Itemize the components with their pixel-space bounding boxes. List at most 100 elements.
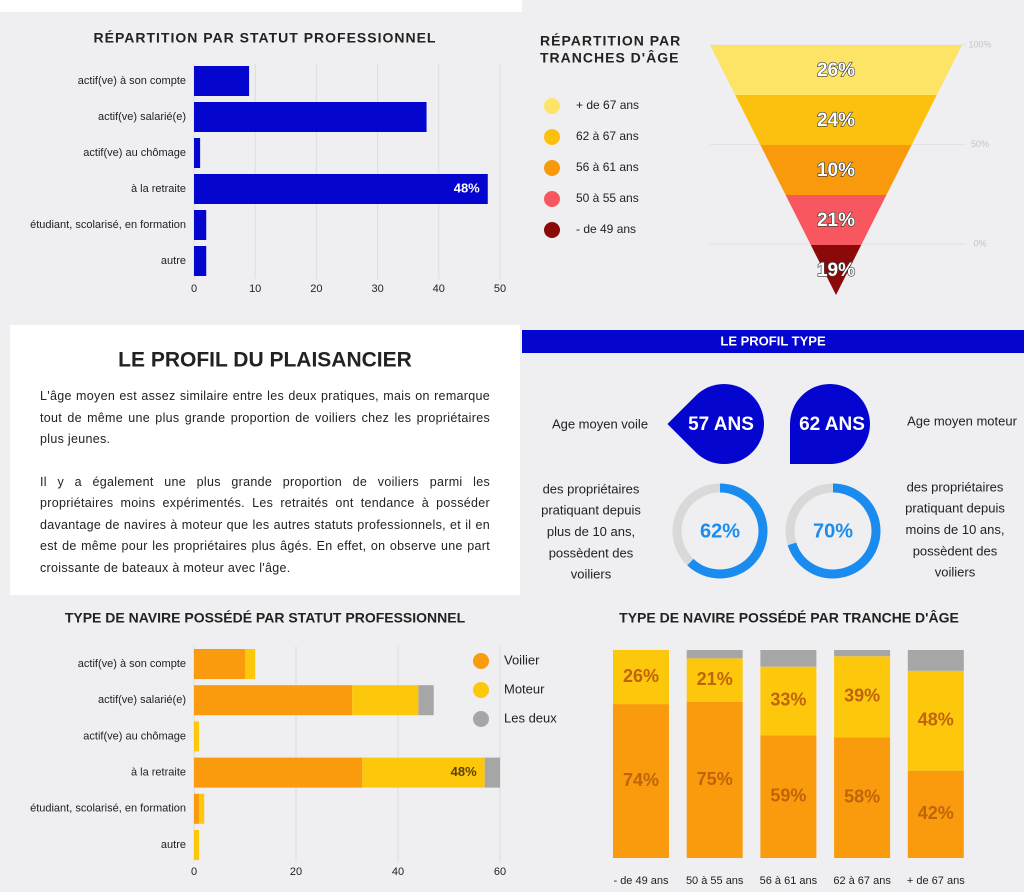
x-tick-label: 10 <box>249 283 261 295</box>
annotation: 48% <box>451 764 477 779</box>
bar-segment <box>907 670 964 771</box>
legend-marker <box>473 711 489 727</box>
legend-label: - de 49 ans <box>576 222 636 236</box>
bar-segment <box>907 650 964 671</box>
donut-arc <box>785 483 881 579</box>
data-label: 39% <box>844 686 880 706</box>
funnel-segment <box>735 95 937 145</box>
y-tick-label: 100% <box>968 39 991 49</box>
data-label: 74% <box>623 770 659 790</box>
x-tick-label: 20 <box>310 283 322 295</box>
donut-caption: pratiquant depuis <box>541 503 641 518</box>
donut-caption: des propriétaires <box>543 481 640 496</box>
y-tick-label: 50% <box>971 139 989 149</box>
profile-type-header-band <box>522 330 1024 353</box>
y-tick-label: actif(ve) à son compte <box>78 75 186 87</box>
age-value: 57 ANS <box>688 414 754 435</box>
paragraph: L'âge moyen est assez similaire entre le… <box>40 389 490 446</box>
x-tick-label: 30 <box>371 283 383 295</box>
bar-segment <box>245 649 256 679</box>
legend-marker <box>473 653 489 669</box>
data-label: 24% <box>817 110 855 131</box>
data-label: 21% <box>697 669 733 689</box>
y-tick-label: actif(ve) au chômage <box>83 147 186 159</box>
bar <box>194 246 207 276</box>
chart-title: TYPE DE NAVIRE POSSÉDÉ PAR STATUT PROFES… <box>65 610 466 626</box>
voile-label: Age moyen voile <box>552 416 648 431</box>
profile-title: LE PROFIL DU PLAISANCIER <box>118 349 412 372</box>
bar-segment <box>194 830 200 860</box>
bar-segment <box>760 735 817 858</box>
legend-marker <box>473 682 489 698</box>
x-tick-label: 40 <box>392 866 404 878</box>
legend-marker <box>544 222 560 238</box>
bar-segment <box>194 793 200 824</box>
x-tick-label: 20 <box>290 866 302 878</box>
legend-marker <box>544 129 560 145</box>
y-tick-label: à la retraite <box>131 183 186 195</box>
bar-segment <box>418 685 434 716</box>
chart-title: TYPE DE NAVIRE POSSÉDÉ PAR TRANCHE D'ÂGE <box>619 609 959 626</box>
data-label: 26% <box>817 60 855 81</box>
y-tick-label: à la retraite <box>131 767 186 779</box>
donut-caption: plus de 10 ans, <box>547 524 635 539</box>
bar <box>194 174 488 204</box>
bar-segment <box>194 649 245 679</box>
y-tick-label: actif(ve) à son compte <box>78 658 186 670</box>
funnel-segment <box>760 145 912 195</box>
bar <box>194 102 427 132</box>
bar-segment <box>194 721 200 752</box>
profile-text: L'âge moyen est assez similaire entre le… <box>40 386 490 600</box>
donut-caption: moins de 10 ans, <box>905 522 1004 537</box>
bar-segment <box>194 757 363 788</box>
legend-label: Les deux <box>504 710 557 725</box>
paragraph: Il y a également une plus grande proport… <box>40 474 490 575</box>
x-tick-label: 50 à 55 ans <box>686 875 744 887</box>
chart-title: RÉPARTITION PAR <box>540 33 681 49</box>
bar-segment <box>760 666 817 736</box>
profile-type-header: LE PROFIL TYPE <box>720 333 826 348</box>
donut-caption: des propriétaires <box>907 479 1004 494</box>
bar-segment <box>834 650 891 657</box>
bar-segment <box>199 793 205 824</box>
bar-segment <box>834 737 891 858</box>
legend-label: 56 à 61 ans <box>576 160 639 174</box>
data-label: 75% <box>697 769 733 789</box>
bar-segment <box>834 656 891 738</box>
x-tick-label: 40 <box>433 283 445 295</box>
legend-label: Moteur <box>504 681 545 696</box>
bar-segment <box>613 704 669 858</box>
age-badge <box>790 384 870 464</box>
x-tick-label: 62 à 67 ans <box>833 875 891 887</box>
donut-caption: pratiquant depuis <box>905 501 1005 516</box>
x-tick-label: + de 67 ans <box>907 875 965 887</box>
age-value: 62 ANS <box>799 414 865 435</box>
data-label: 10% <box>817 160 855 181</box>
bar-segment <box>613 650 669 705</box>
profile-panel <box>10 325 520 595</box>
data-label: 48% <box>454 180 480 195</box>
bar-segment <box>484 757 500 788</box>
legend-label: 62 à 67 ans <box>576 129 639 143</box>
data-label: 42% <box>918 803 954 823</box>
y-tick-label: actif(ve) au chômage <box>83 730 186 742</box>
y-tick-label: actif(ve) salarié(e) <box>98 694 186 706</box>
legend-label: 50 à 55 ans <box>576 191 639 205</box>
bar <box>194 66 250 96</box>
legend-marker <box>544 160 560 176</box>
bar-segment <box>907 770 964 858</box>
data-label: 21% <box>817 210 855 231</box>
data-label: 33% <box>770 690 806 710</box>
data-label: 58% <box>844 786 880 806</box>
x-tick-label: 60 <box>494 866 506 878</box>
y-tick-label: autre <box>161 839 186 851</box>
data-label: 48% <box>918 709 954 729</box>
legend-label: + de 67 ans <box>576 98 639 112</box>
y-tick-label: étudiant, scolarisé, en formation <box>30 219 186 231</box>
data-label: 19% <box>817 260 855 281</box>
y-tick-label: actif(ve) salarié(e) <box>98 111 186 123</box>
bar-segment <box>686 650 743 659</box>
age-badge <box>667 384 765 464</box>
